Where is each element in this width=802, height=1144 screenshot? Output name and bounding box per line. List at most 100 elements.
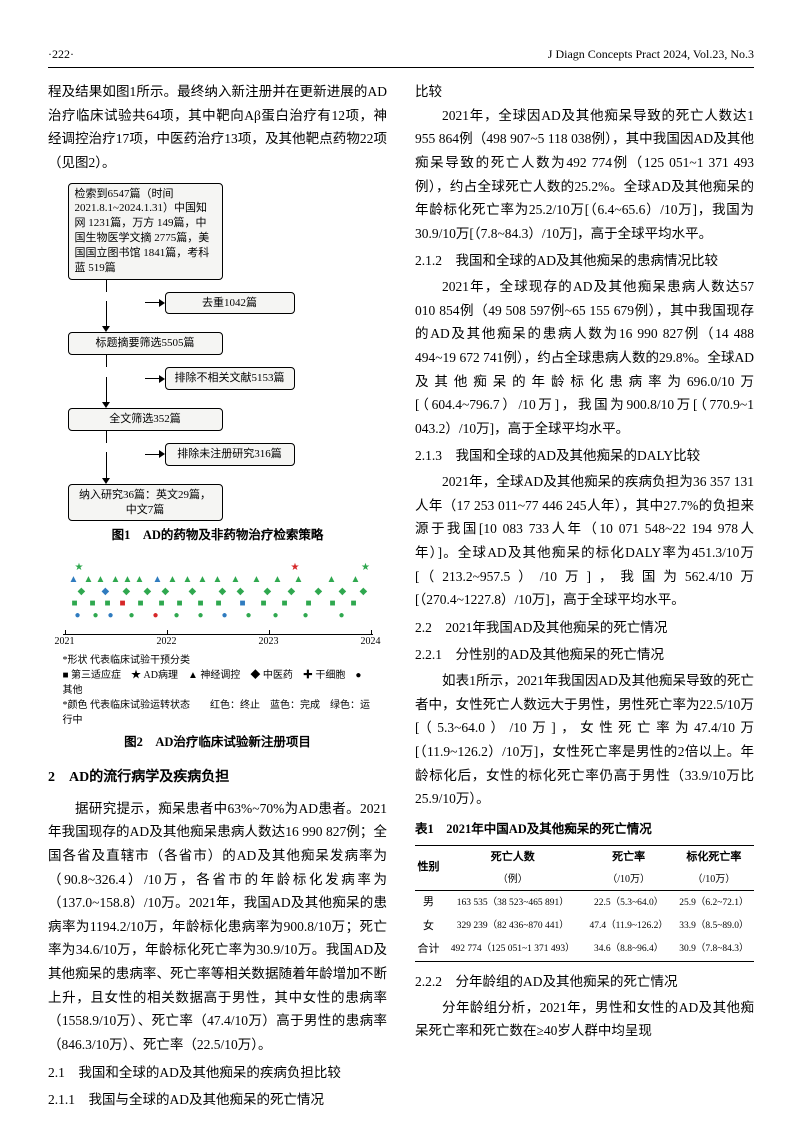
timeline-marker: ■ xyxy=(90,599,96,609)
table-cell: 34.6（8.8~96.4） xyxy=(583,938,673,962)
timeline-marker: ● xyxy=(129,611,135,621)
timeline-marker: ▲ xyxy=(135,575,145,585)
section-2-2-2: 2.2.2 分年龄组的AD及其他痴呆的死亡情况 xyxy=(415,970,754,994)
timeline-marker: ◆ xyxy=(144,587,152,597)
timeline-marker: ★ xyxy=(361,563,370,573)
timeline-marker: ▲ xyxy=(69,575,79,585)
th-rate: 死亡率 xyxy=(583,845,673,869)
timeline-marker: ◆ xyxy=(78,587,86,597)
journal-ref: J Diagn Concepts Pract 2024, Vol.23, No.… xyxy=(548,44,754,65)
timeline-marker: ■ xyxy=(240,599,246,609)
death-compare-para: 2021年，全球因AD及其他痴呆导致的死亡人数达1 955 864例（498 9… xyxy=(415,104,754,246)
timeline-marker: ◆ xyxy=(339,587,347,597)
timeline-marker: ▲ xyxy=(168,575,178,585)
timeline-marker: ● xyxy=(108,611,114,621)
section-2-2: 2.2 2021年我国AD及其他痴呆的死亡情况 xyxy=(415,616,754,640)
th-deaths-unit: （例） xyxy=(442,869,584,891)
timeline-marker: ▲ xyxy=(327,575,337,585)
timeline-marker: ● xyxy=(75,611,81,621)
timeline-marker: ◆ xyxy=(123,587,131,597)
legend-shape-note: *形状 代表临床试验干预分类 xyxy=(63,653,373,668)
timeline-marker: ◆ xyxy=(315,587,323,597)
timeline-marker: ▲ xyxy=(123,575,133,585)
section-2-1: 2.1 我国和全球的AD及其他痴呆的疾病负担比较 xyxy=(48,1061,387,1085)
timeline-marker: ■ xyxy=(198,599,204,609)
fc-box-exclude2: 排除未注册研究316篇 xyxy=(165,443,295,466)
table-cell: 女 xyxy=(415,915,442,938)
timeline-marker: ■ xyxy=(216,599,222,609)
timeline-year-label: 2022 xyxy=(157,633,177,651)
fc-box-dedup: 去重1042篇 xyxy=(165,292,295,315)
age-group-para: 分年龄组分析，2021年，男性和女性的AD及其他痴呆死亡率和死亡数在≥40岁人群… xyxy=(415,996,754,1043)
timeline-marker: ▲ xyxy=(231,575,241,585)
table-row: 合计492 774（125 051~1 371 493）34.6（8.8~96.… xyxy=(415,938,754,962)
timeline-marker: ▲ xyxy=(153,575,163,585)
daly-compare-para: 2021年，全球AD及其他痴呆的疾病负担为36 357 131人年（17 253… xyxy=(415,470,754,612)
timeline-marker: ◆ xyxy=(189,587,197,597)
table-cell: 30.9（7.8~84.3） xyxy=(674,938,754,962)
fc-box-title-screen: 标题摘要筛选5505篇 xyxy=(68,332,223,355)
timeline-marker: ◆ xyxy=(288,587,296,597)
timeline-marker: ◆ xyxy=(264,587,272,597)
th-std-unit: （/10万） xyxy=(674,869,754,891)
timeline-marker: ● xyxy=(339,611,345,621)
timeline-year-label: 2021 xyxy=(55,633,75,651)
timeline-marker: ■ xyxy=(159,599,165,609)
timeline-marker: ▲ xyxy=(198,575,208,585)
timeline-marker: ● xyxy=(153,611,159,621)
timeline-marker: ■ xyxy=(138,599,144,609)
timeline-marker: ● xyxy=(93,611,99,621)
right-column: 比较 2021年，全球因AD及其他痴呆导致的死亡人数达1 955 864例（49… xyxy=(415,80,754,1114)
section-2-1-3: 2.1.3 我国和全球的AD及其他痴呆的DALY比较 xyxy=(415,444,754,468)
section2-heading: 2 AD的流行病学及疾病负担 xyxy=(48,766,387,791)
timeline-marker: ★ xyxy=(75,563,84,573)
left-column: 程及结果如图1所示。最终纳入新注册并在更新进展的AD治疗临床试验共64项，其中靶… xyxy=(48,80,387,1114)
two-column-layout: 程及结果如图1所示。最终纳入新注册并在更新进展的AD治疗临床试验共64项，其中靶… xyxy=(48,80,754,1114)
page-number: ·222· xyxy=(48,44,74,65)
fc-box-included: 纳入研究36篇：英文29篇，中文7篇 xyxy=(68,484,223,522)
timeline-year-label: 2023 xyxy=(259,633,279,651)
figure2-caption: 图2 AD治疗临床试验新注册项目 xyxy=(48,732,387,754)
timeline-marker: ▲ xyxy=(294,575,304,585)
legend-color-note: *颜色 代表临床试验运转状态 红色：终止 蓝色：完成 绿色：运行中 xyxy=(63,698,373,728)
prevalence-compare-para: 2021年，全球现存的AD及其他痴呆患病人数达57 010 854例（49 50… xyxy=(415,275,754,440)
figure1-caption: 图1 AD的药物及非药物治疗检索策略 xyxy=(48,525,387,547)
timeline-marker: ▲ xyxy=(111,575,121,585)
table-cell: 492 774（125 051~1 371 493） xyxy=(442,938,584,962)
table1: 性别 死亡人数 死亡率 标化死亡率 （例） （/10万） （/10万） 男163… xyxy=(415,845,754,963)
timeline-marker: ■ xyxy=(261,599,267,609)
table-cell: 33.9（8.5~89.0） xyxy=(674,915,754,938)
table1-caption: 表1 2021年中国AD及其他痴呆的死亡情况 xyxy=(415,819,754,841)
timeline-marker: ■ xyxy=(177,599,183,609)
table-cell: 男 xyxy=(415,891,442,915)
table-cell: 合计 xyxy=(415,938,442,962)
timeline-marker: ● xyxy=(222,611,228,621)
timeline-marker: ◆ xyxy=(237,587,245,597)
th-std-rate: 标化死亡率 xyxy=(674,845,754,869)
timeline-marker: ◆ xyxy=(162,587,170,597)
timeline-marker: ▲ xyxy=(351,575,361,585)
fc-box-search: 检索到6547篇（时间2021.8.1~2024.1.31）中国知网 1231篇… xyxy=(68,183,223,280)
timeline-marker: ■ xyxy=(330,599,336,609)
th-rate-unit: （/10万） xyxy=(583,869,673,891)
table-cell: 329 239（82 436~870 441） xyxy=(442,915,584,938)
timeline-marker: ◆ xyxy=(102,587,110,597)
timeline-marker: ◆ xyxy=(219,587,227,597)
section-2-1-1: 2.1.1 我国与全球的AD及其他痴呆的死亡情况 xyxy=(48,1088,387,1112)
compare-cont: 比较 xyxy=(415,80,754,104)
sex-death-para: 如表1所示，2021年我国因AD及其他痴呆导致的死亡者中，女性死亡人数远大于男性… xyxy=(415,669,754,811)
timeline-marker: ■ xyxy=(120,599,126,609)
th-deaths: 死亡人数 xyxy=(442,845,584,869)
timeline-marker: ■ xyxy=(351,599,357,609)
timeline-marker: ■ xyxy=(105,599,111,609)
timeline-marker: ● xyxy=(198,611,204,621)
timeline-year-label: 2024 xyxy=(361,633,381,651)
section-2-1-2: 2.1.2 我国和全球的AD及其他痴呆的患病情况比较 xyxy=(415,249,754,273)
timeline-marker: ● xyxy=(303,611,309,621)
legend-shapes: ■ 第三适应症 ★ AD病理 ▲ 神经调控 ◆ 中医药 ✚ 干细胞 ● 其他 xyxy=(63,668,373,698)
timeline-marker: ◆ xyxy=(360,587,368,597)
timeline-marker: ▲ xyxy=(84,575,94,585)
timeline-marker: ● xyxy=(273,611,279,621)
left-intro-para: 程及结果如图1所示。最终纳入新注册并在更新进展的AD治疗临床试验共64项，其中靶… xyxy=(48,80,387,175)
table-row: 男163 535（38 523~465 891）22.5（5.3~64.0）25… xyxy=(415,891,754,915)
